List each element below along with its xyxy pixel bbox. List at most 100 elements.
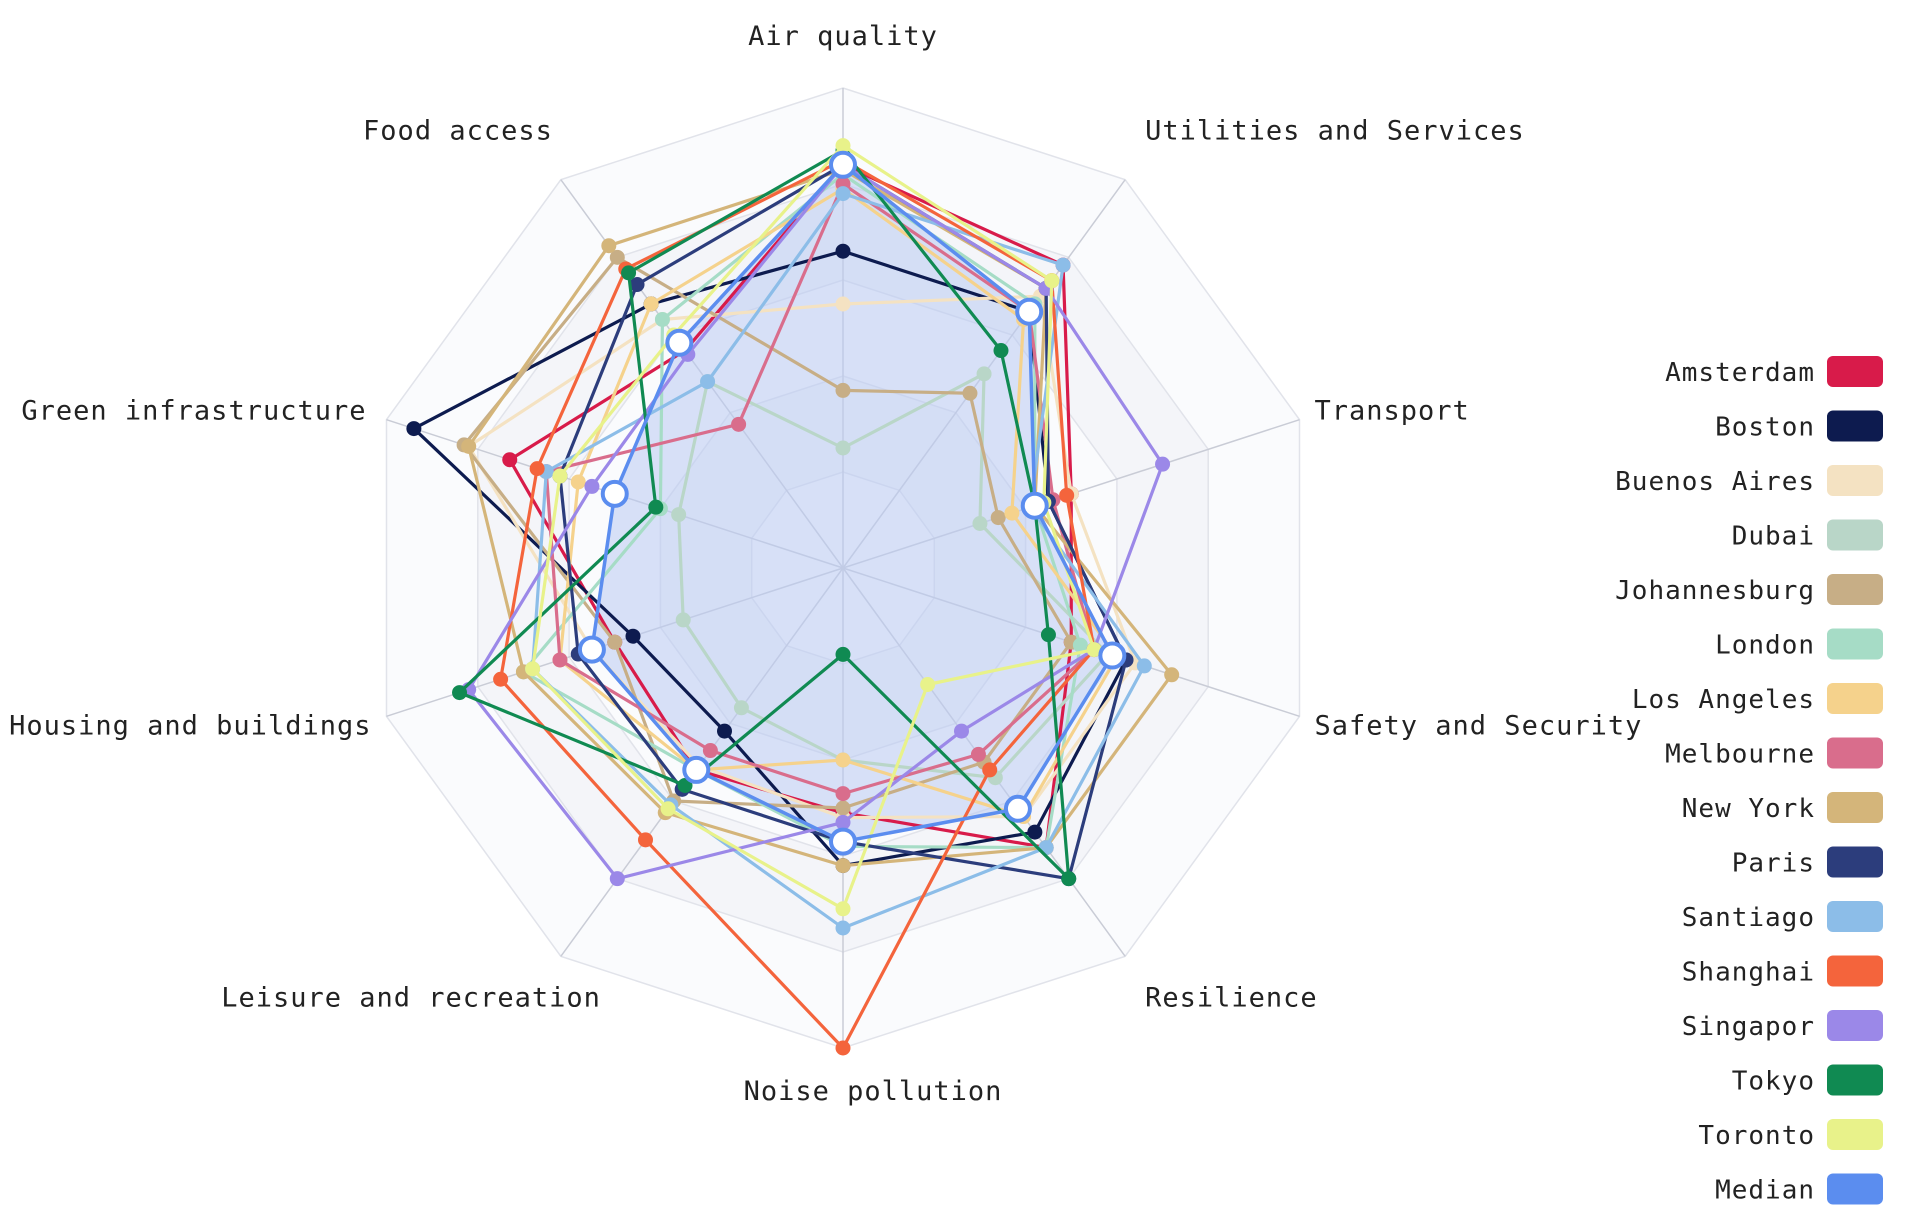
legend-item-toronto[interactable]: Toronto [1698, 1119, 1883, 1151]
legend-item-los-angeles[interactable]: Los Angeles [1632, 683, 1883, 715]
data-point[interactable] [835, 752, 851, 768]
data-point[interactable] [525, 661, 541, 677]
data-point[interactable] [920, 676, 936, 692]
data-point[interactable] [1055, 257, 1071, 273]
data-point[interactable] [1136, 658, 1152, 674]
data-point[interactable] [993, 343, 1009, 359]
data-point[interactable] [835, 901, 851, 917]
data-point[interactable] [835, 296, 851, 312]
data-point[interactable] [1155, 456, 1171, 472]
legend-item-buenos-aires[interactable]: Buenos Aires [1615, 465, 1883, 497]
median-point[interactable] [682, 755, 711, 784]
data-point[interactable] [461, 438, 477, 454]
median-point[interactable] [829, 150, 857, 179]
data-point[interactable] [675, 612, 691, 628]
median-point[interactable] [1015, 297, 1044, 326]
median-point[interactable] [600, 479, 629, 508]
data-point[interactable] [835, 858, 851, 874]
legend-item-median[interactable]: Median [1715, 1173, 1883, 1206]
legend-label: Toronto [1698, 1121, 1815, 1151]
data-point[interactable] [1004, 505, 1020, 521]
data-point[interactable] [835, 138, 851, 154]
data-point[interactable] [601, 238, 617, 254]
data-point[interactable] [972, 516, 988, 532]
median-point[interactable] [1098, 641, 1127, 670]
data-point[interactable] [835, 382, 851, 398]
data-point[interactable] [1164, 667, 1180, 683]
data-point[interactable] [609, 871, 625, 887]
data-point[interactable] [660, 801, 676, 817]
data-point[interactable] [529, 461, 545, 477]
data-point[interactable] [731, 416, 747, 432]
data-point[interactable] [1086, 642, 1102, 658]
legend-label: Median [1715, 1176, 1815, 1206]
data-point[interactable] [621, 265, 637, 281]
data-point[interactable] [835, 646, 851, 662]
legend-item-dubai[interactable]: Dubai [1732, 519, 1883, 552]
data-point[interactable] [609, 249, 625, 265]
data-point[interactable] [982, 762, 998, 778]
data-point[interactable] [702, 743, 718, 759]
legend-item-paris[interactable]: Paris [1732, 846, 1883, 879]
data-point[interactable] [1040, 627, 1056, 643]
data-point[interactable] [700, 374, 716, 390]
data-point[interactable] [835, 814, 851, 830]
median-point[interactable] [829, 827, 857, 856]
data-point[interactable] [452, 685, 468, 701]
data-point[interactable] [990, 510, 1006, 526]
legend-item-new-york[interactable]: New York [1682, 792, 1883, 824]
data-point[interactable] [835, 1040, 851, 1056]
data-point[interactable] [493, 671, 509, 687]
series-median[interactable] [577, 150, 1127, 856]
data-point[interactable] [835, 786, 851, 802]
median-point[interactable] [1003, 794, 1032, 823]
data-point[interactable] [835, 920, 851, 936]
legend-item-melbourne[interactable]: Melbourne [1665, 737, 1883, 770]
data-point[interactable] [962, 385, 978, 401]
data-point[interactable] [976, 366, 992, 382]
median-point[interactable] [577, 635, 606, 664]
data-point[interactable] [835, 186, 851, 202]
data-point[interactable] [502, 452, 518, 468]
legend-item-tokyo[interactable]: Tokyo [1732, 1064, 1883, 1097]
data-point[interactable] [570, 474, 586, 490]
data-point[interactable] [638, 832, 654, 848]
legend-label: Singapor [1682, 1012, 1815, 1042]
data-point[interactable] [1059, 487, 1075, 503]
data-point[interactable] [643, 296, 659, 312]
data-point[interactable] [607, 634, 623, 650]
median-point[interactable] [665, 328, 694, 357]
legend-item-singapor[interactable]: Singapor [1682, 1010, 1883, 1042]
legend-item-amsterdam[interactable]: Amsterdam [1665, 356, 1883, 388]
data-point[interactable] [1044, 273, 1060, 289]
legend-swatch [1827, 1119, 1883, 1150]
data-point[interactable] [584, 478, 600, 494]
data-point[interactable] [970, 746, 986, 762]
data-point[interactable] [835, 243, 851, 259]
data-point[interactable] [629, 277, 645, 293]
legend[interactable]: Amsterdam Boston Buenos Aires Dubai Johannes… [1615, 356, 1883, 1206]
data-point[interactable] [671, 507, 687, 523]
data-point[interactable] [1072, 637, 1088, 653]
data-point[interactable] [625, 628, 641, 644]
median-point[interactable] [1020, 491, 1049, 520]
legend-item-santiago[interactable]: Santiago [1682, 901, 1883, 933]
legend-item-shanghai[interactable]: Shanghai [1682, 955, 1883, 988]
data-point[interactable] [835, 440, 851, 456]
legend-label: Melbourne [1665, 740, 1815, 770]
data-point[interactable] [953, 723, 969, 739]
legend-item-johannesburg[interactable]: Johannesburg [1615, 574, 1883, 606]
data-point[interactable] [835, 800, 851, 816]
data-point[interactable] [406, 421, 422, 437]
data-point[interactable] [552, 468, 568, 484]
data-point[interactable] [1027, 824, 1043, 840]
data-point[interactable] [1061, 871, 1077, 887]
legend-item-boston[interactable]: Boston [1715, 410, 1883, 443]
series-singapor[interactable] [461, 157, 1171, 887]
data-point[interactable] [552, 652, 568, 668]
data-point[interactable] [648, 499, 664, 515]
data-point[interactable] [654, 311, 670, 327]
legend-item-london[interactable]: London [1715, 628, 1883, 661]
data-point[interactable] [733, 700, 749, 716]
data-point[interactable] [717, 723, 733, 739]
